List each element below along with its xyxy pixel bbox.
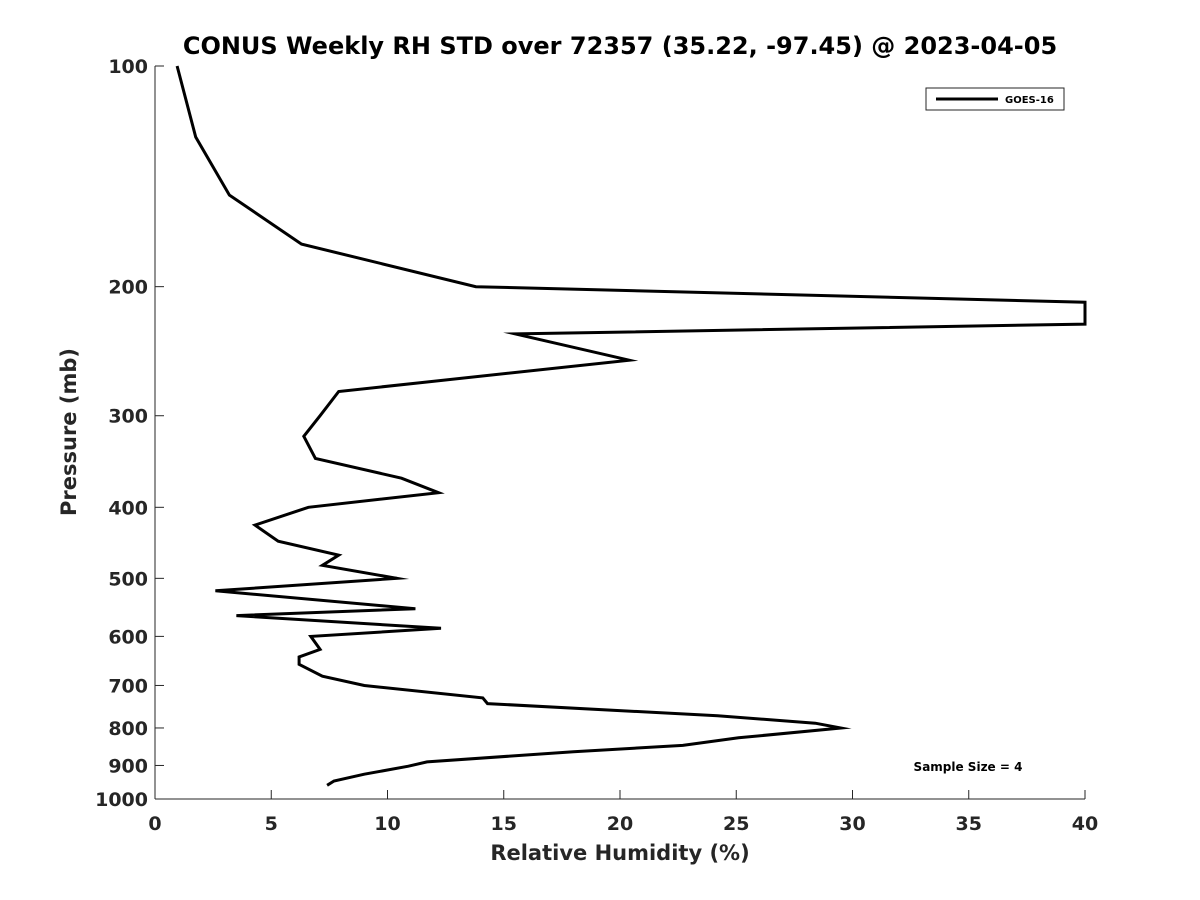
x-tick-label: 20 [607,813,633,835]
y-tick-label: 900 [108,755,148,777]
y-tick-label: 300 [108,406,148,428]
y-tick-label: 800 [108,718,148,740]
x-tick-label: 25 [723,813,749,835]
y-tick-label: 1000 [95,789,148,811]
x-tick-label: 5 [265,813,278,835]
x-tick-label: 30 [839,813,865,835]
x-tick-label: 35 [956,813,982,835]
y-tick-label: 500 [108,568,148,590]
x-ticks: 0 5 10 15 20 25 30 35 40 [148,790,1098,835]
x-axis-label: Relative Humidity (%) [490,841,749,865]
x-tick-label: 10 [374,813,400,835]
chart-title: CONUS Weekly RH STD over 72357 (35.22, -… [183,32,1057,60]
y-tick-label: 100 [108,56,148,78]
plot-background [155,66,1085,799]
x-tick-label: 40 [1072,813,1098,835]
y-tick-label: 200 [108,277,148,299]
y-tick-label: 600 [108,626,148,648]
plot-area [155,66,1085,799]
legend: GOES-16 [925,87,1065,111]
series-layer [175,65,1087,787]
y-tick-label: 400 [108,497,148,519]
legend-label-goes-16: GOES-16 [1005,95,1054,106]
y-axis-label: Pressure (mb) [57,348,81,516]
x-tick-label: 15 [491,813,517,835]
sample-size-annotation: Sample Size = 4 [914,760,1023,774]
series-line-goes-16 [175,65,1087,787]
y-tick-label: 700 [108,675,148,697]
y-ticks: 100 200 300 400 500 600 700 800 900 1000 [95,56,164,811]
x-tick-label: 0 [148,813,161,835]
